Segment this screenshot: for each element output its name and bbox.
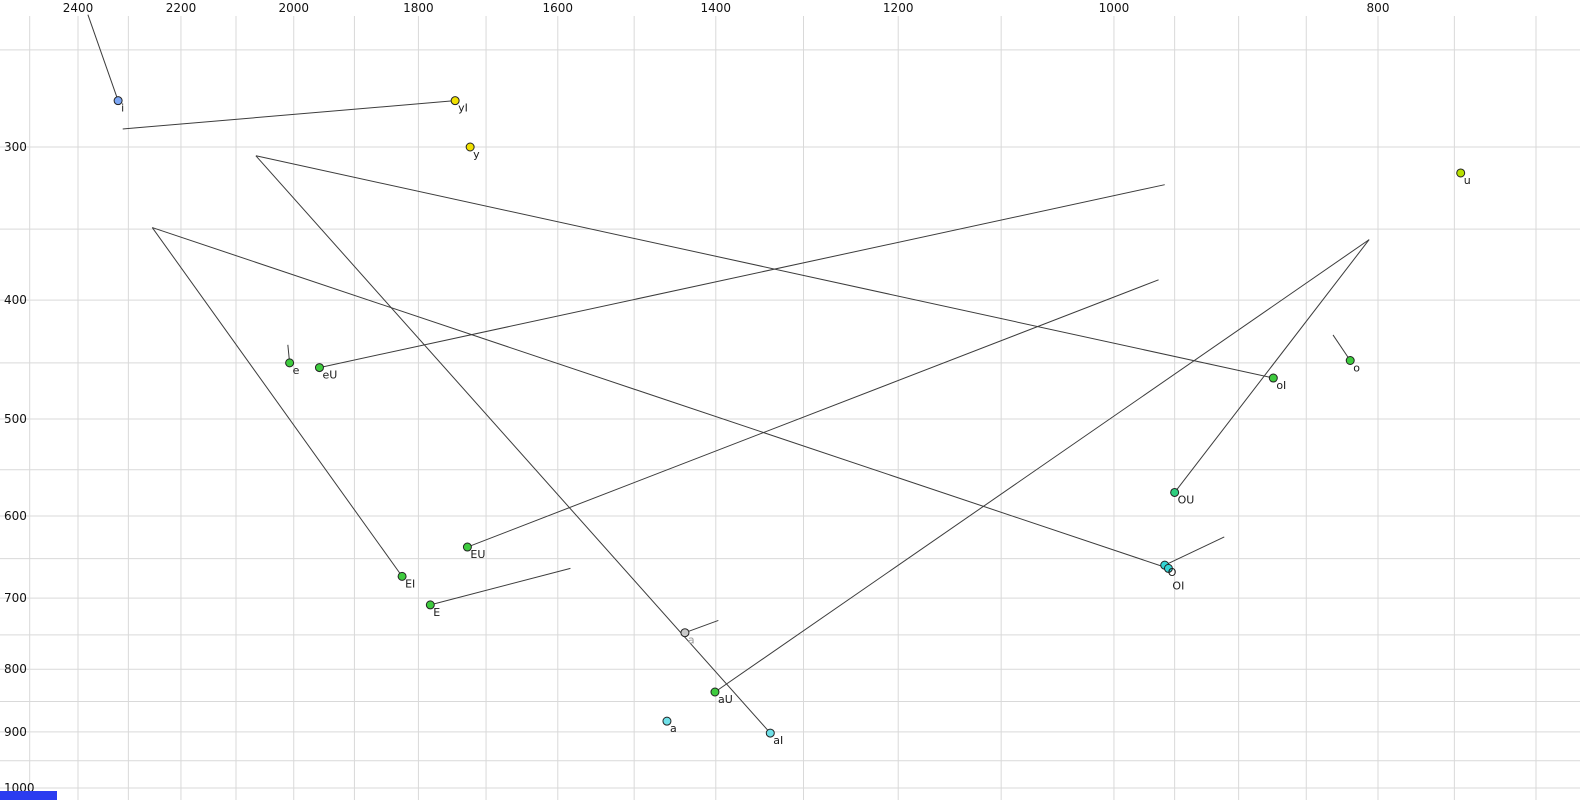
x-tick-label: 800	[1367, 1, 1390, 15]
point-label-a: a	[688, 634, 695, 647]
y-tick-label: 900	[4, 725, 27, 739]
trajectory-line-a	[684, 619, 719, 634]
data-point-u[interactable]	[1456, 168, 1466, 178]
x-axis-labels: 2400 2200 2000 1800 1600 1400 1200 1000 800	[63, 1, 1390, 15]
data-point-yI[interactable]	[450, 96, 460, 106]
data-point-E[interactable]	[425, 600, 435, 610]
trajectory-line-EI	[151, 227, 403, 577]
x-tick-label: 1600	[543, 1, 574, 15]
data-point-EI[interactable]	[397, 571, 407, 581]
y-tick-label: 700	[4, 591, 27, 605]
point-label-O: O	[1168, 566, 1177, 579]
trajectory-line-O	[1164, 536, 1225, 566]
point-label-aI: aI	[773, 734, 783, 747]
data-point-y[interactable]	[465, 142, 475, 152]
x-tick-label: 1000	[1099, 1, 1130, 15]
data-point-i[interactable]	[113, 96, 123, 106]
y-tick-label: 300	[4, 140, 27, 154]
point-label-u: u	[1464, 174, 1471, 187]
x-tick-label: 2000	[278, 1, 309, 15]
bottom-left-blue-strip	[0, 791, 57, 800]
data-point-oI[interactable]	[1268, 373, 1278, 383]
data-points	[113, 96, 1466, 738]
point-label-EI: EI	[405, 577, 415, 590]
point-label-i: i	[121, 102, 124, 115]
x-tick-label: 1200	[883, 1, 914, 15]
point-label-OI: OI	[1172, 579, 1184, 592]
trajectory-line-eU	[319, 184, 1165, 369]
data-point-e[interactable]	[285, 358, 295, 368]
trajectory-line-i	[87, 14, 119, 101]
x-tick-label: 1800	[403, 1, 434, 15]
point-label-aU: aU	[718, 693, 733, 706]
point-label-y: y	[473, 148, 480, 161]
y-tick-label: 500	[4, 412, 27, 426]
trajectory-lines	[87, 14, 1370, 734]
point-label-oI: oI	[1276, 379, 1286, 392]
x-tick-label: 2400	[63, 1, 94, 15]
point-label-yI: yI	[458, 102, 468, 115]
point-label-eU: eU	[322, 369, 337, 382]
trajectory-line-aU	[714, 239, 1370, 693]
data-point-eU[interactable]	[314, 363, 324, 373]
point-label-o: o	[1353, 361, 1360, 374]
point-labels: i yI y u e eU o oI OU OOI EU EI Ea aU a aI	[121, 102, 1471, 747]
x-tick-label: 1400	[701, 1, 732, 15]
point-label-OU: OU	[1178, 493, 1195, 506]
data-point-o[interactable]	[1345, 355, 1355, 365]
point-label-EU: EU	[470, 548, 485, 561]
data-point-EU[interactable]	[462, 542, 472, 552]
trajectory-line-OU	[1174, 239, 1370, 493]
point-label-E: E	[433, 606, 440, 619]
data-point-aU[interactable]	[710, 687, 720, 697]
gridlines	[0, 16, 1580, 800]
trajectory-line-OI	[152, 227, 1169, 569]
data-point-a[interactable]	[662, 716, 672, 726]
data-point-OI[interactable]	[1163, 563, 1173, 573]
trajectory-line-yI	[122, 100, 456, 130]
data-point-aI[interactable]	[765, 728, 775, 738]
trajectory-line-o	[1332, 334, 1351, 361]
trajectory-line-E	[430, 567, 571, 606]
y-tick-label: 400	[4, 293, 27, 307]
y-tick-label: 800	[4, 662, 27, 676]
point-label-e: e	[293, 364, 300, 377]
x-tick-label: 2200	[166, 1, 197, 15]
trajectory-line-oI	[255, 155, 1274, 379]
trajectory-line-EU	[467, 279, 1159, 548]
point-label-a: a	[670, 722, 677, 735]
data-point-OU[interactable]	[1170, 487, 1180, 497]
data-point-a[interactable]	[680, 628, 690, 638]
y-tick-label: 600	[4, 509, 27, 523]
